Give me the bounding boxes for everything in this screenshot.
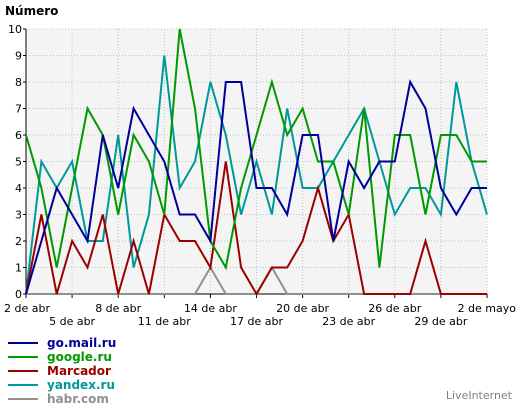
x-tick-label: 20 de abr [276, 302, 329, 315]
legend-label: go.mail.ru [47, 336, 116, 350]
x-tick-label: 29 de abr [414, 315, 467, 328]
x-tick-label: 26 de abr [368, 302, 421, 315]
y-tick-label: 7 [15, 103, 22, 116]
x-tick-label: 23 de abr [322, 315, 375, 328]
brand-label: LiveInternet [446, 389, 513, 402]
y-tick-label: 0 [15, 288, 22, 301]
y-tick-label: 1 [15, 262, 22, 275]
x-tick-label: 17 de abr [230, 315, 283, 328]
series-line-go-mail-ru [25, 79, 487, 295]
y-axis-label: Número [5, 4, 58, 18]
y-tick-label: 4 [15, 182, 22, 195]
y-axis: 0 1 2 3 4 5 6 7 8 9 10 [8, 23, 27, 301]
x-tick-label: 8 de abr [95, 302, 141, 315]
legend-label: yandex.ru [47, 378, 115, 392]
series-line-yandex-ru [25, 55, 488, 295]
y-tick-label: 10 [8, 23, 22, 36]
x-tick-label: 2 de abr [4, 302, 50, 315]
legend-label: google.ru [47, 350, 112, 364]
x-tick-label: 11 de abr [138, 315, 191, 328]
x-tick-label: 2 de mayo [458, 302, 517, 315]
x-tick-label: 14 de abr [184, 302, 237, 315]
x-axis: 2 de abr 8 de abr 14 de abr 20 de abr 26 de … [4, 293, 517, 328]
y-tick-label: 6 [15, 129, 22, 142]
y-tick-label: 8 [15, 76, 22, 89]
y-tick-label: 3 [15, 209, 22, 222]
series-line-marcador [25, 161, 487, 296]
y-tick-label: 5 [15, 156, 22, 169]
series-lines [25, 28, 488, 296]
y-tick-label: 9 [15, 50, 22, 63]
legend-label: habr.com [47, 392, 109, 405]
legend: go.mail.rugoogle.ruMarcadoryandex.ruhabr… [8, 336, 116, 405]
y-tick-label: 2 [15, 235, 22, 248]
legend-label: Marcador [47, 364, 111, 378]
x-tick-label: 5 de abr [49, 315, 95, 328]
